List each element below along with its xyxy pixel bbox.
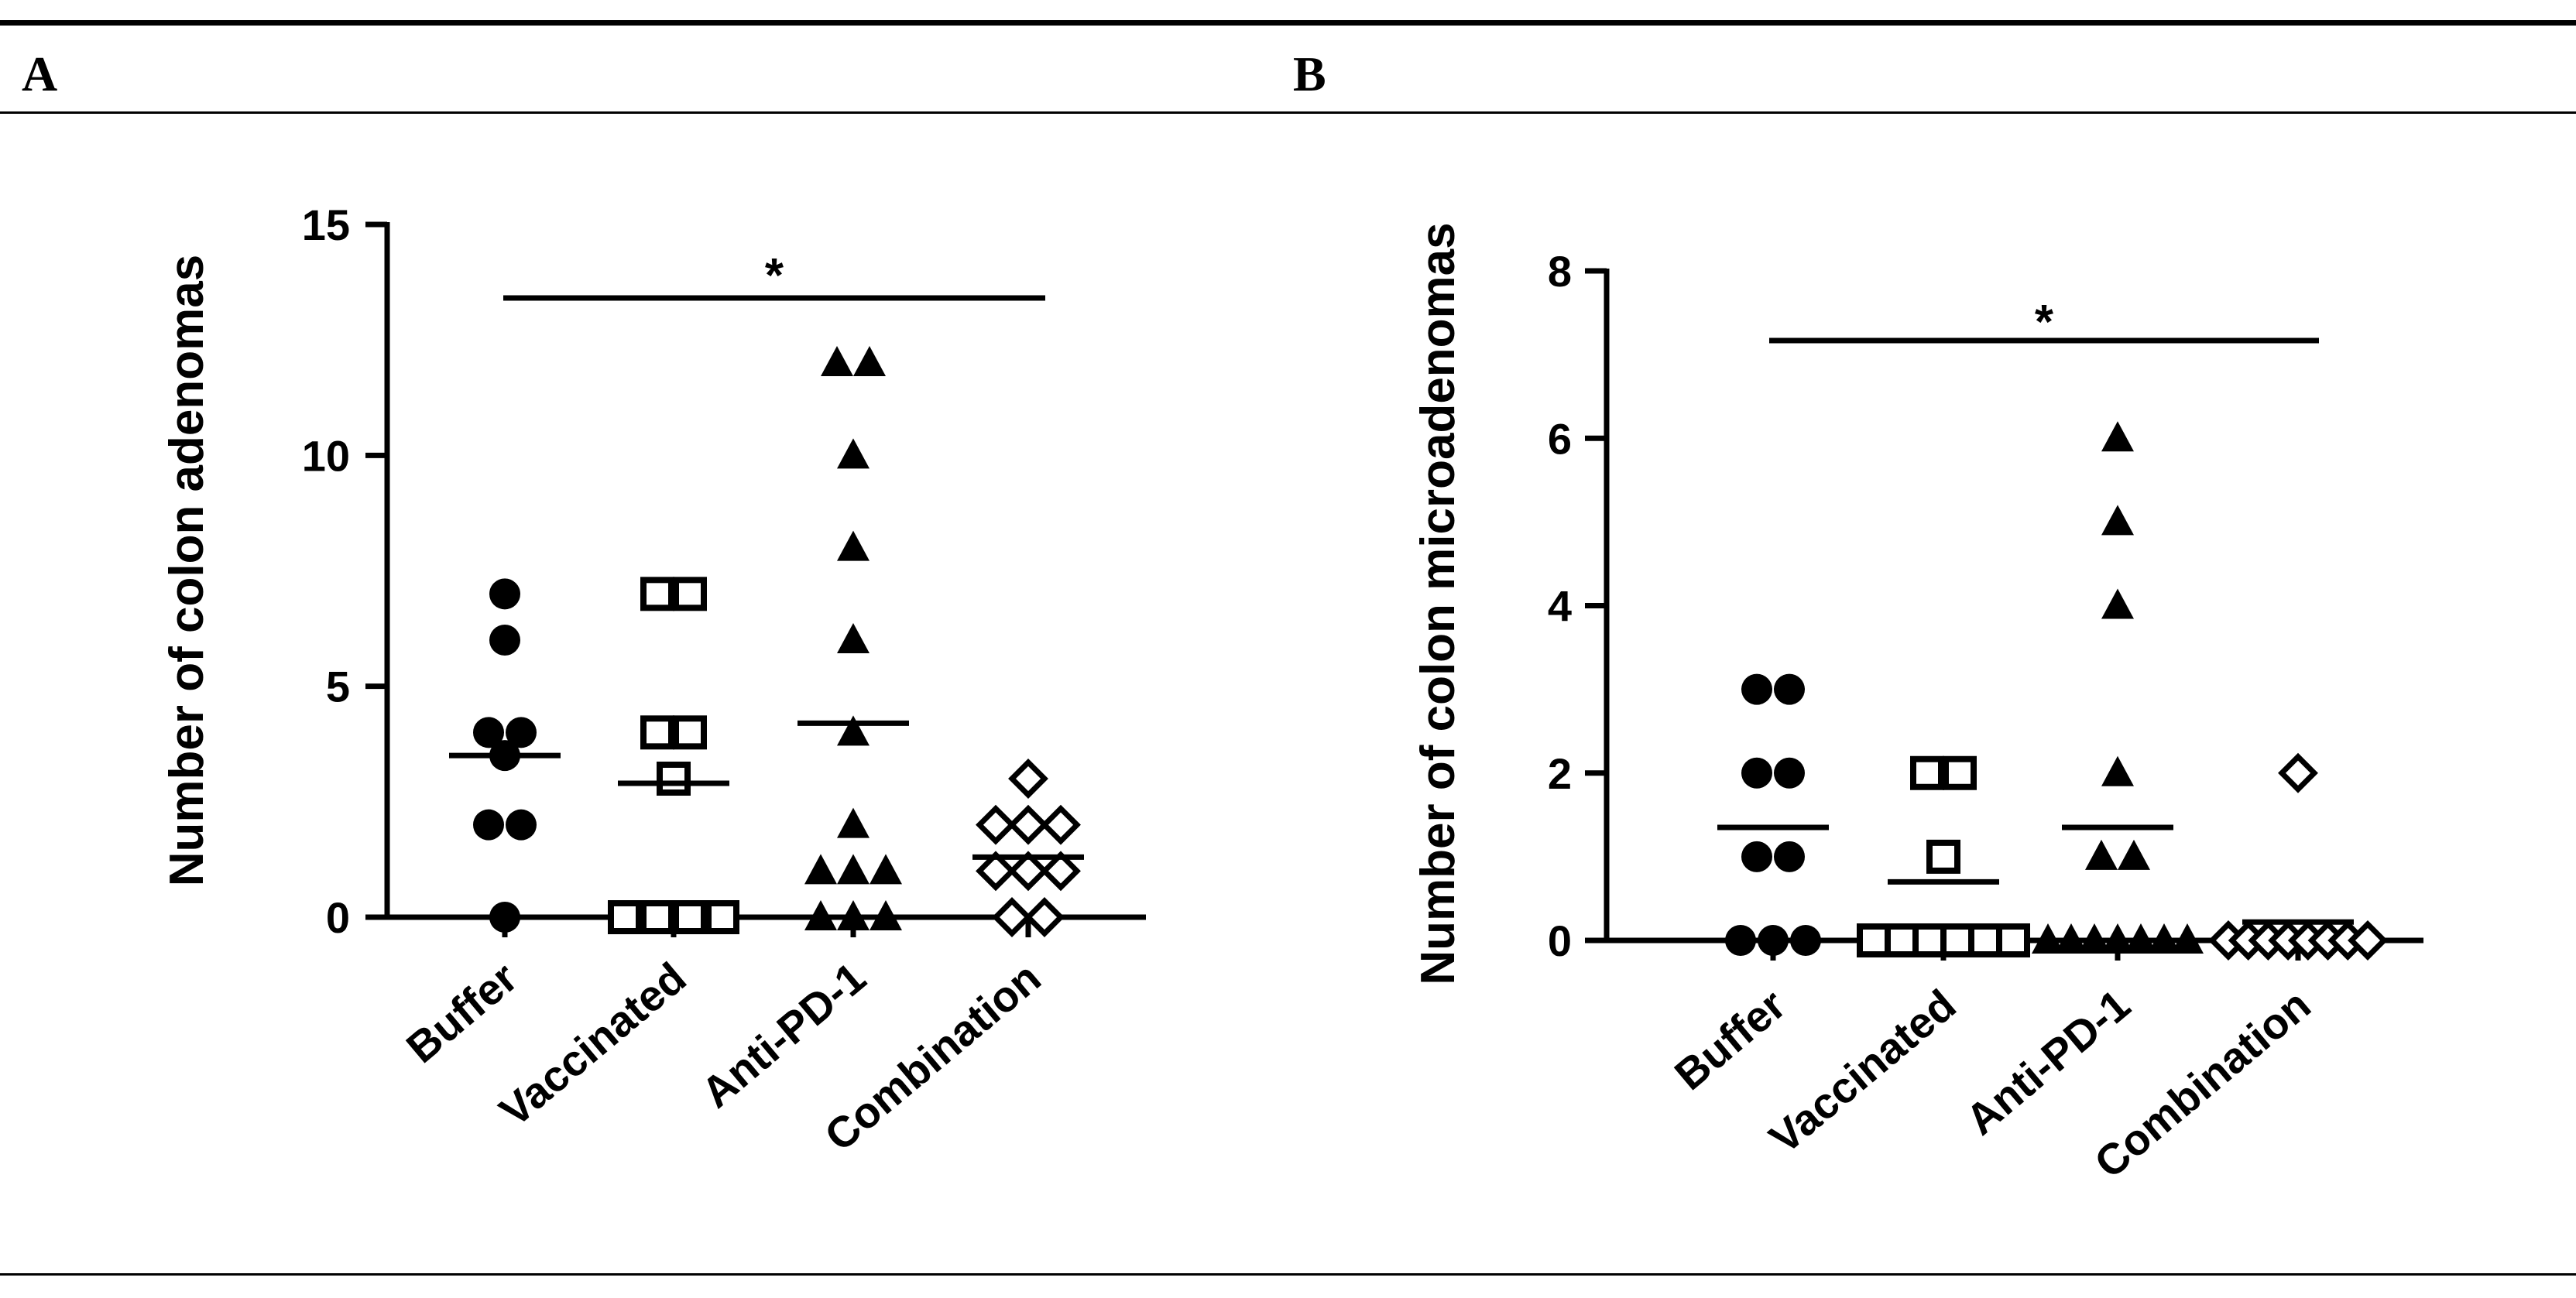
data-point (705, 900, 739, 934)
data-point (1790, 925, 1821, 956)
data-point (837, 715, 870, 746)
data-point (1041, 804, 1081, 845)
data-point (1926, 839, 1960, 874)
data-point (1885, 923, 1919, 957)
data-point (2101, 505, 2134, 536)
x-tick-label: Buffer (1665, 980, 1795, 1099)
data-point (640, 577, 674, 611)
y-axis-label: Number of colon microadenomas (1411, 222, 1465, 985)
data-point (657, 762, 691, 796)
data-point (2101, 755, 2134, 786)
data-point (1008, 759, 1048, 799)
header-rule (0, 111, 2576, 114)
y-axis-label: Number of colon adenomas (160, 255, 214, 886)
data-point (489, 578, 520, 610)
data-point (2278, 752, 2318, 793)
y-tick-label: 6 (1548, 414, 1572, 463)
data-point (1940, 923, 1974, 957)
data-point (506, 717, 537, 748)
data-point (1774, 673, 1805, 705)
data-point (992, 897, 1032, 937)
bottom-rule (0, 1273, 2576, 1276)
data-point (2118, 839, 2150, 870)
data-point (2078, 923, 2111, 954)
data-point (837, 438, 870, 469)
data-point (2055, 923, 2087, 954)
data-point (1774, 757, 1805, 789)
data-point (976, 804, 1016, 845)
data-point (837, 530, 870, 561)
data-point (2101, 421, 2134, 452)
data-point (1008, 851, 1048, 892)
data-point (1024, 897, 1065, 937)
x-tick-label: Vaccinated (1760, 980, 1965, 1163)
significance-star: * (2035, 296, 2054, 349)
data-point (673, 900, 707, 934)
data-point (837, 807, 870, 838)
data-point (821, 346, 853, 376)
data-point (489, 625, 520, 656)
data-point (473, 717, 504, 748)
data-point (1741, 673, 1772, 705)
y-tick-label: 4 (1548, 582, 1572, 631)
data-point (804, 854, 837, 885)
data-point (473, 809, 504, 841)
y-tick-label: 8 (1548, 247, 1572, 296)
top-rule (0, 20, 2576, 26)
data-point (1857, 923, 1891, 957)
data-point (1968, 923, 2002, 957)
y-tick-label: 15 (302, 200, 350, 249)
data-point (1912, 923, 1947, 957)
data-point (870, 900, 902, 930)
data-point (976, 851, 1016, 892)
data-point (837, 623, 870, 653)
data-point (2101, 923, 2134, 954)
panel-label-b: B (1293, 46, 1326, 101)
data-point (837, 854, 870, 885)
data-point (673, 715, 707, 750)
data-point (1741, 841, 1772, 872)
data-point (1008, 804, 1048, 845)
data-point (2101, 588, 2134, 619)
data-point (1041, 851, 1081, 892)
data-point (1943, 755, 1977, 790)
y-tick-label: 0 (1548, 916, 1572, 965)
significance-star: * (765, 249, 784, 303)
data-point (489, 902, 520, 933)
data-point (1725, 925, 1756, 956)
data-point (506, 809, 537, 841)
y-tick-label: 5 (326, 663, 350, 711)
data-point (2085, 839, 2118, 870)
data-point (2125, 923, 2157, 954)
data-point (853, 346, 886, 376)
panel-label-a: A (22, 46, 58, 101)
data-point (640, 900, 674, 934)
data-point (1910, 755, 1944, 790)
data-point (673, 577, 707, 611)
data-point (2348, 920, 2388, 961)
data-point (1758, 925, 1789, 956)
data-point (870, 854, 902, 885)
data-point (640, 715, 674, 750)
data-point (608, 900, 642, 934)
data-point (2032, 923, 2064, 954)
y-tick-label: 0 (326, 893, 350, 942)
y-tick-label: 10 (302, 431, 350, 480)
data-point (1996, 923, 2030, 957)
x-tick-label: Anti-PD-1 (1957, 980, 2139, 1144)
data-point (1741, 757, 1772, 789)
data-point (1774, 841, 1805, 872)
y-tick-label: 2 (1548, 749, 1572, 798)
data-point (2171, 923, 2204, 954)
data-point (837, 900, 870, 930)
data-point (804, 900, 837, 930)
data-point (2148, 923, 2180, 954)
